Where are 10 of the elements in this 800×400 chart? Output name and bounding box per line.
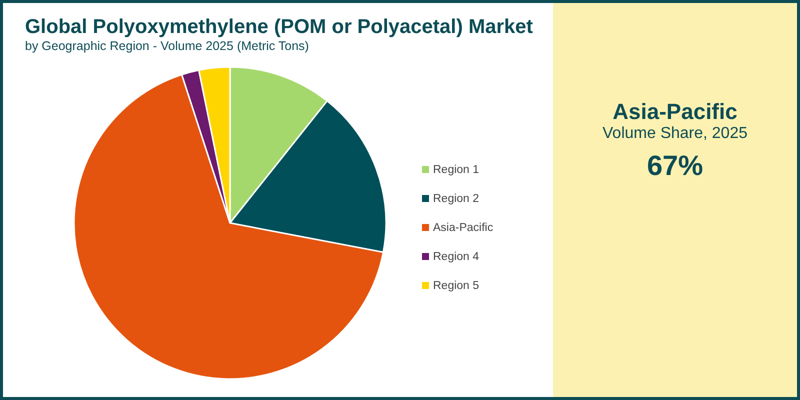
text: Volume Share, 2025 [602, 124, 748, 144]
chart-title: Global Polyoxymethylene (POM or Polyacetal) Market [25, 16, 533, 39]
legend-label: Region 2 [433, 192, 480, 204]
legend-label: Region 4 [433, 250, 480, 262]
legend-label: Region 1 [433, 164, 480, 176]
legend-label: Region 5 [433, 280, 480, 292]
text: 67% [646, 149, 704, 183]
legend-label: Asia-Pacific [433, 222, 494, 234]
chart-subtitle: by Geographic Region - Volume 2025 (Metric Tons) [25, 39, 309, 54]
text: Asia-Pacific [612, 99, 738, 124]
